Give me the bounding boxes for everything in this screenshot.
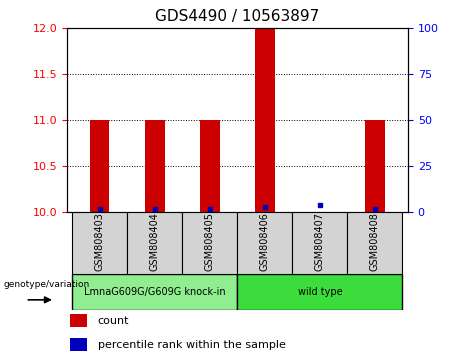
Bar: [255, 28, 275, 212]
Bar: [348, 212, 402, 274]
Bar: [90, 120, 109, 212]
Text: GSM808403: GSM808403: [95, 212, 105, 271]
Text: GSM808408: GSM808408: [370, 212, 380, 271]
Bar: [200, 120, 219, 212]
Text: percentile rank within the sample: percentile rank within the sample: [98, 340, 285, 350]
Bar: [72, 212, 127, 274]
Bar: [183, 212, 237, 274]
Bar: [127, 212, 183, 274]
Bar: [237, 212, 292, 274]
Bar: [237, 274, 402, 310]
Text: GSM808404: GSM808404: [150, 212, 160, 271]
Title: GDS4490 / 10563897: GDS4490 / 10563897: [155, 9, 319, 24]
Bar: [72, 274, 237, 310]
Bar: [292, 212, 348, 274]
Bar: [70, 314, 87, 327]
Text: count: count: [98, 316, 129, 326]
Bar: [366, 120, 384, 212]
Bar: [145, 120, 165, 212]
Text: GSM808406: GSM808406: [260, 212, 270, 271]
Bar: [70, 338, 87, 351]
Text: GSM808407: GSM808407: [315, 212, 325, 271]
Text: GSM808405: GSM808405: [205, 212, 215, 271]
Text: LmnaG609G/G609G knock-in: LmnaG609G/G609G knock-in: [84, 287, 226, 297]
Text: genotype/variation: genotype/variation: [3, 280, 89, 289]
Text: wild type: wild type: [298, 287, 342, 297]
